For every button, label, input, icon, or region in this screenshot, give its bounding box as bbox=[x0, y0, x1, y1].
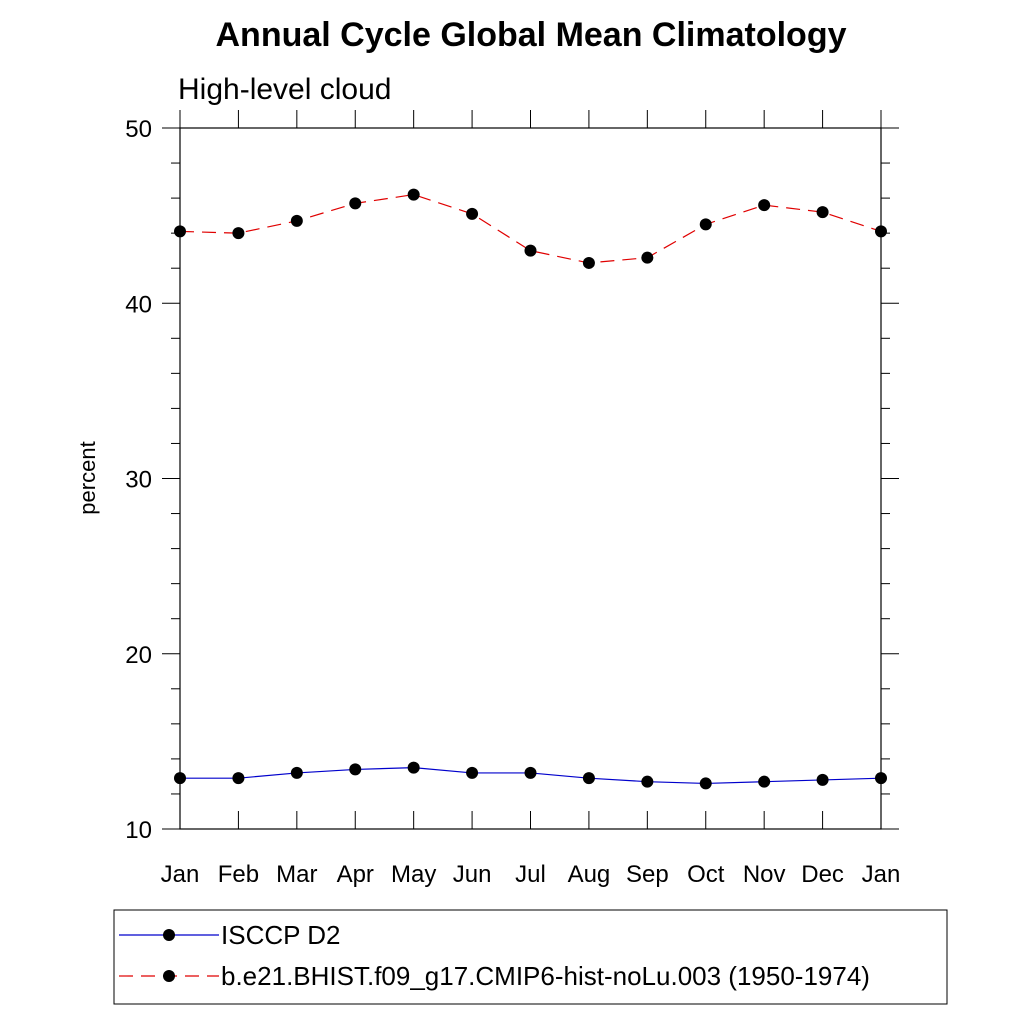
data-point bbox=[232, 772, 245, 785]
x-tick-label: Mar bbox=[276, 861, 317, 888]
data-point bbox=[875, 772, 887, 785]
data-point bbox=[875, 225, 887, 238]
data-point bbox=[699, 777, 712, 790]
data-point bbox=[174, 225, 186, 238]
data-point bbox=[524, 766, 537, 779]
x-tick-label: May bbox=[391, 861, 436, 888]
y-tick-label: 40 bbox=[125, 291, 152, 318]
legend: ISCCP D2 b.e21.BHIST.f09_g17.CMIP6-hist-n… bbox=[113, 909, 948, 1005]
data-point bbox=[816, 773, 829, 786]
y-tick-label: 30 bbox=[125, 467, 152, 494]
data-point bbox=[582, 772, 595, 785]
data-point bbox=[349, 197, 362, 210]
data-point bbox=[174, 772, 186, 785]
data-point bbox=[641, 251, 654, 264]
data-point bbox=[407, 188, 420, 201]
chart-title: Annual Cycle Global Mean Climatology bbox=[216, 16, 847, 54]
data-point bbox=[349, 763, 362, 776]
legend-label: ISCCP D2 bbox=[221, 920, 340, 950]
x-tick-label: Apr bbox=[337, 861, 374, 888]
x-tick-label: Oct bbox=[687, 861, 725, 888]
plot-border bbox=[179, 127, 882, 830]
series-2 bbox=[174, 188, 887, 269]
data-point bbox=[758, 775, 771, 788]
data-point bbox=[816, 206, 829, 219]
data-point bbox=[232, 227, 245, 240]
y-tick-label: 10 bbox=[125, 817, 152, 844]
x-tick-label: Jun bbox=[453, 861, 492, 888]
data-point bbox=[758, 199, 771, 212]
x-tick-label: Sep bbox=[626, 861, 669, 888]
x-tick-label: Jan bbox=[862, 861, 901, 888]
data-point bbox=[699, 218, 712, 231]
series-1 bbox=[174, 761, 887, 790]
legend-marker bbox=[163, 929, 175, 941]
x-tick-label: Nov bbox=[743, 861, 786, 888]
y-tick-label: 20 bbox=[125, 642, 152, 669]
x-tick-label: Feb bbox=[218, 861, 259, 888]
data-point bbox=[466, 766, 479, 779]
legend-box bbox=[113, 909, 948, 1005]
series-layer bbox=[174, 188, 887, 790]
data-point bbox=[582, 256, 595, 269]
x-tick-label: Jan bbox=[161, 861, 200, 888]
x-tick-label: Jul bbox=[515, 861, 546, 888]
data-point bbox=[290, 766, 303, 779]
data-point bbox=[407, 761, 420, 774]
y-tick-label: 50 bbox=[125, 116, 152, 143]
data-point bbox=[290, 214, 303, 227]
legend-marker bbox=[163, 970, 175, 982]
x-tick-label: Dec bbox=[801, 861, 844, 888]
y-axis-ticks: 10 20 30 40 50 bbox=[125, 116, 899, 844]
chart-subtitle: High-level cloud bbox=[178, 73, 391, 106]
legend-label: b.e21.BHIST.f09_g17.CMIP6-hist-noLu.003 … bbox=[221, 961, 870, 991]
x-axis-ticks: Jan Feb Mar Apr May Jun Jul Aug Sep Oct Nov Dec Jan bbox=[161, 110, 901, 888]
data-point bbox=[524, 244, 537, 257]
y-axis-label: percent bbox=[75, 441, 100, 514]
plot-frame bbox=[179, 127, 882, 830]
data-point bbox=[641, 775, 654, 788]
data-point bbox=[466, 207, 479, 220]
x-tick-label: Aug bbox=[568, 861, 611, 888]
